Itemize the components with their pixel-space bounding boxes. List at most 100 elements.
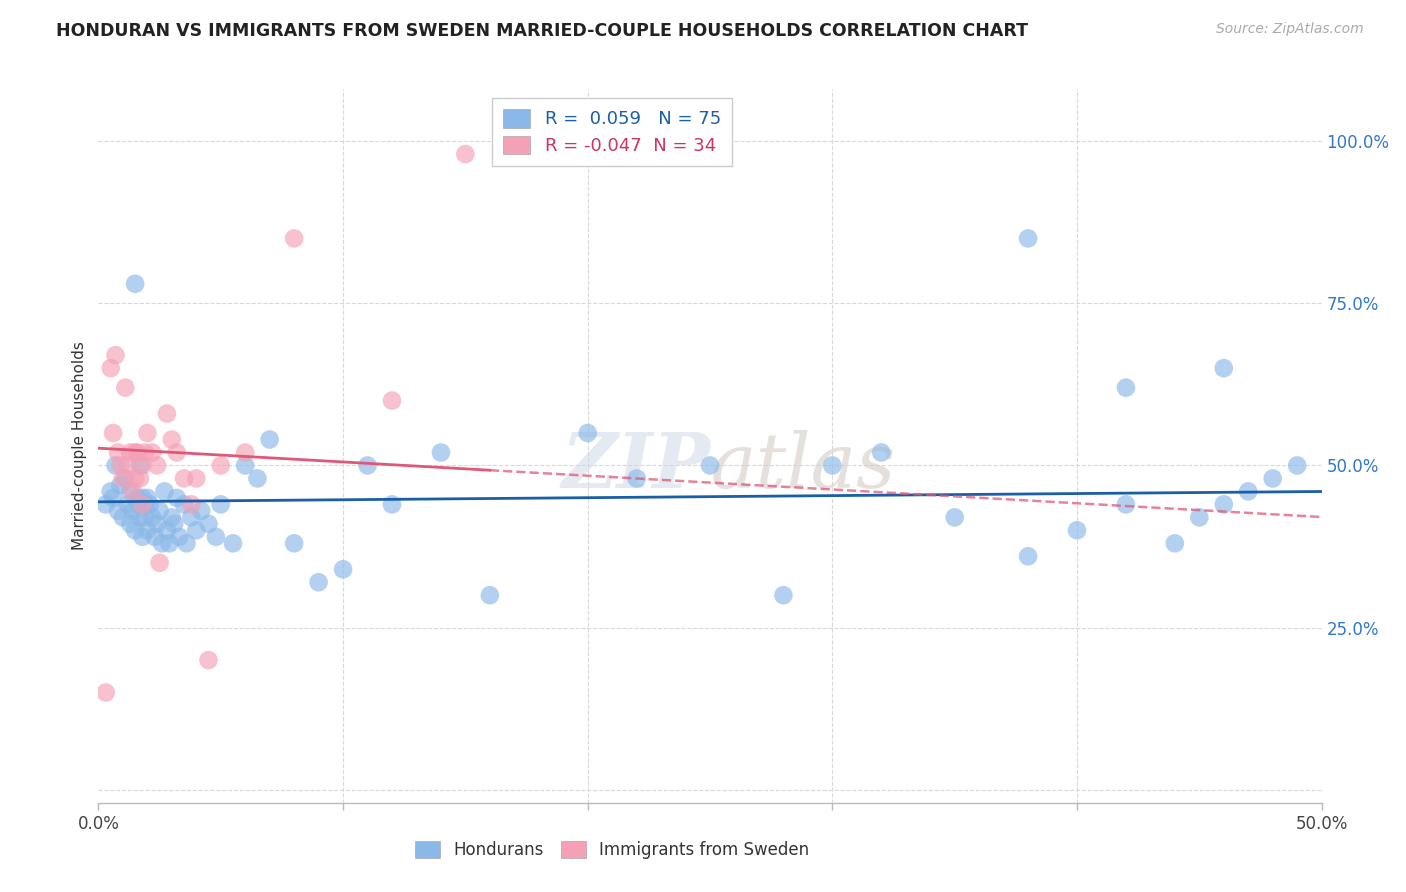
Point: [197, 653, 219, 667]
Point: [1188, 510, 1211, 524]
Y-axis label: Married-couple Households: Married-couple Households: [72, 342, 87, 550]
Point: [134, 445, 156, 459]
Point: [94, 685, 117, 699]
Point: [101, 425, 124, 440]
Point: [124, 445, 146, 459]
Point: [173, 471, 195, 485]
Point: [381, 393, 404, 408]
Point: [104, 458, 127, 473]
Point: [127, 497, 149, 511]
Point: [120, 516, 142, 531]
Point: [134, 510, 156, 524]
Point: [699, 458, 721, 473]
Point: [104, 348, 127, 362]
Point: [101, 491, 124, 505]
Point: [332, 562, 354, 576]
Point: [173, 497, 195, 511]
Point: [129, 471, 152, 485]
Point: [141, 445, 163, 459]
Text: ZIP: ZIP: [561, 431, 710, 504]
Point: [186, 524, 208, 538]
Point: [111, 510, 134, 524]
Point: [1017, 549, 1039, 564]
Point: [197, 516, 219, 531]
Text: Source: ZipAtlas.com: Source: ZipAtlas.com: [1216, 22, 1364, 37]
Point: [94, 497, 117, 511]
Point: [131, 458, 153, 473]
Point: [1017, 231, 1039, 245]
Point: [117, 497, 139, 511]
Point: [127, 445, 149, 459]
Point: [136, 524, 159, 538]
Point: [1164, 536, 1187, 550]
Point: [259, 433, 281, 447]
Point: [120, 445, 142, 459]
Point: [100, 361, 122, 376]
Point: [1237, 484, 1260, 499]
Point: [114, 381, 136, 395]
Point: [454, 147, 477, 161]
Text: HONDURAN VS IMMIGRANTS FROM SWEDEN MARRIED-COUPLE HOUSEHOLDS CORRELATION CHART: HONDURAN VS IMMIGRANTS FROM SWEDEN MARRI…: [56, 22, 1028, 40]
Point: [149, 504, 172, 518]
Point: [124, 524, 146, 538]
Point: [127, 491, 149, 505]
Point: [308, 575, 330, 590]
Point: [156, 524, 179, 538]
Point: [222, 536, 245, 550]
Point: [121, 484, 143, 499]
Point: [117, 458, 139, 473]
Legend: Hondurans, Immigrants from Sweden: Hondurans, Immigrants from Sweden: [409, 834, 815, 866]
Point: [166, 491, 188, 505]
Point: [141, 510, 163, 524]
Point: [136, 491, 159, 505]
Point: [124, 277, 146, 291]
Point: [283, 231, 305, 245]
Point: [153, 484, 176, 499]
Point: [176, 536, 198, 550]
Point: [120, 484, 142, 499]
Point: [1066, 524, 1088, 538]
Point: [134, 497, 156, 511]
Point: [160, 433, 183, 447]
Point: [110, 458, 132, 473]
Point: [356, 458, 378, 473]
Point: [1261, 471, 1284, 485]
Point: [180, 497, 202, 511]
Point: [186, 471, 208, 485]
Point: [157, 536, 180, 550]
Point: [1212, 361, 1234, 376]
Point: [163, 516, 186, 531]
Point: [107, 445, 129, 459]
Point: [870, 445, 893, 459]
Point: [166, 445, 188, 459]
Point: [233, 445, 256, 459]
Point: [110, 478, 132, 492]
Point: [107, 504, 129, 518]
Point: [576, 425, 599, 440]
Point: [124, 471, 146, 485]
Point: [943, 510, 966, 524]
Point: [146, 516, 169, 531]
Point: [131, 491, 153, 505]
Point: [1212, 497, 1234, 511]
Point: [143, 530, 166, 544]
Point: [772, 588, 794, 602]
Point: [136, 425, 159, 440]
Point: [149, 556, 172, 570]
Point: [111, 471, 134, 485]
Point: [233, 458, 256, 473]
Text: atlas: atlas: [710, 431, 896, 504]
Point: [1115, 497, 1137, 511]
Point: [139, 497, 162, 511]
Point: [180, 510, 202, 524]
Point: [156, 407, 179, 421]
Point: [160, 510, 183, 524]
Point: [131, 497, 153, 511]
Point: [100, 484, 122, 499]
Point: [430, 445, 453, 459]
Point: [129, 458, 152, 473]
Point: [283, 536, 305, 550]
Point: [209, 497, 232, 511]
Point: [381, 497, 404, 511]
Point: [129, 510, 152, 524]
